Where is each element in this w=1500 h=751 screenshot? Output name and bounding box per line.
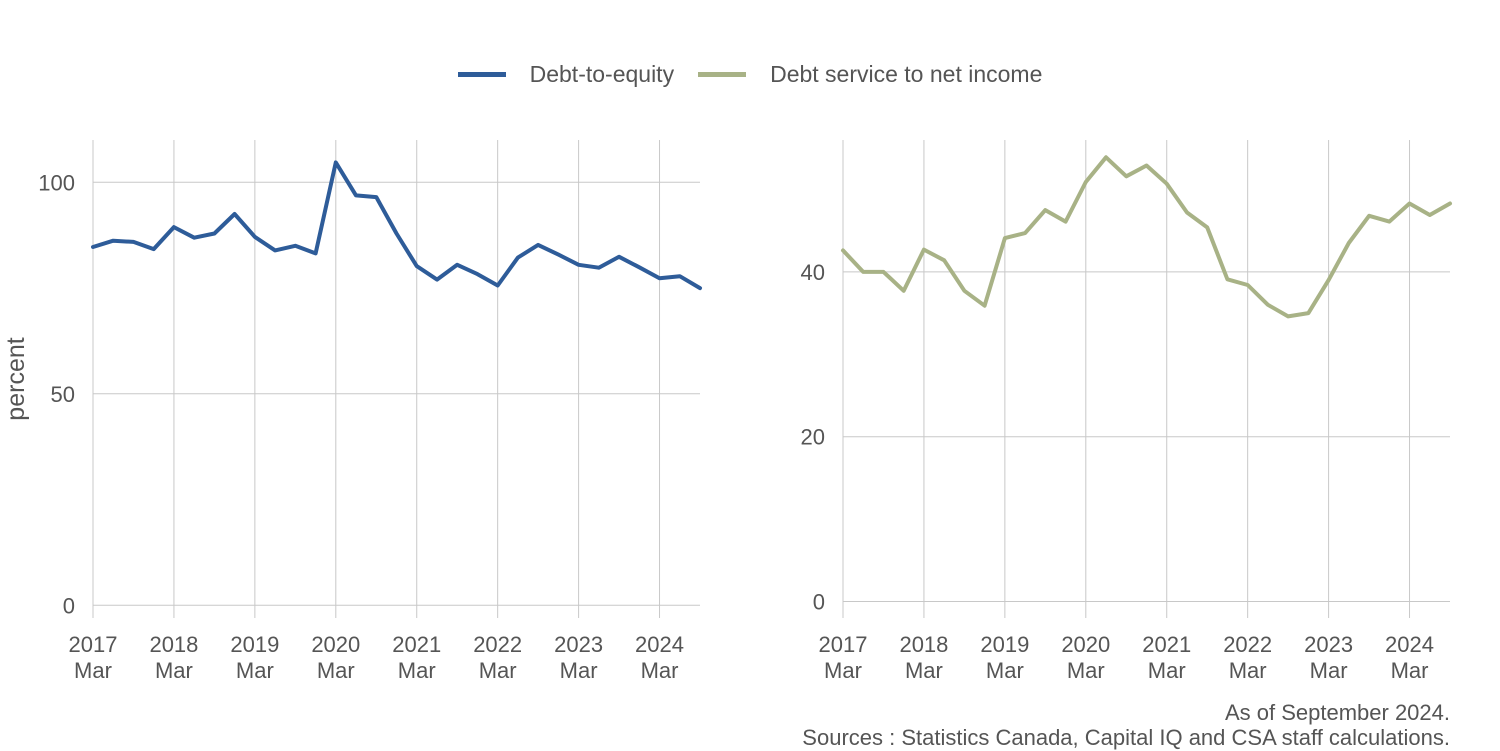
x-tick-label-month: Mar xyxy=(986,658,1024,683)
footnote-sources: Sources : Statistics Canada, Capital IQ … xyxy=(802,725,1450,750)
x-tick-label-year: 2024 xyxy=(1385,632,1434,657)
y-tick-label: 100 xyxy=(38,170,75,195)
legend-swatch-debt-to-equity xyxy=(457,71,506,77)
x-tick-label-month: Mar xyxy=(479,658,517,683)
x-tick-label-month: Mar xyxy=(1067,658,1105,683)
legend-label-debt-to-equity: Debt-to-equity xyxy=(529,60,675,87)
x-tick-label-year: 2024 xyxy=(635,632,684,657)
x-tick-label-month: Mar xyxy=(560,658,598,683)
y-tick-label: 50 xyxy=(51,382,75,407)
legend-swatch-debt-service xyxy=(698,71,747,77)
x-tick-label-year: 2018 xyxy=(899,632,948,657)
x-tick-label-month: Mar xyxy=(317,658,355,683)
x-tick-label-year: 2023 xyxy=(554,632,603,657)
y-tick-label: 40 xyxy=(801,260,825,285)
x-tick-label-year: 2020 xyxy=(1061,632,1110,657)
legend-item-debt-service: Debt service to net income xyxy=(698,61,1042,88)
x-tick-label-month: Mar xyxy=(905,658,943,683)
x-tick-label-month: Mar xyxy=(155,658,193,683)
x-tick-label-year: 2019 xyxy=(980,632,1029,657)
x-tick-label-month: Mar xyxy=(74,658,112,683)
x-tick-label-year: 2017 xyxy=(819,632,868,657)
x-tick-label-year: 2018 xyxy=(149,632,198,657)
x-tick-label-month: Mar xyxy=(1229,658,1267,683)
series-line-debt-to-equity xyxy=(91,160,702,291)
left-panel: 2017Mar2018Mar2019Mar2020Mar2021Mar2022M… xyxy=(2,140,702,683)
right-panel: 2017Mar2018Mar2019Mar2020Mar2021Mar2022M… xyxy=(801,140,1452,683)
legend-label-debt-service: Debt service to net income xyxy=(770,60,1043,87)
x-tick-label-month: Mar xyxy=(824,658,862,683)
x-tick-label-year: 2022 xyxy=(1223,632,1272,657)
x-tick-label-month: Mar xyxy=(398,658,436,683)
legend-item-debt-to-equity: Debt-to-equity xyxy=(457,60,675,88)
x-tick-label-month: Mar xyxy=(236,658,274,683)
x-tick-label-year: 2021 xyxy=(392,632,441,657)
y-tick-label: 0 xyxy=(813,590,825,615)
x-tick-label-year: 2023 xyxy=(1304,632,1353,657)
x-tick-label-month: Mar xyxy=(641,658,679,683)
series-line-debt-service-to-net-income xyxy=(841,155,1452,319)
chart-area: 2017Mar2018Mar2019Mar2020Mar2021Mar2022M… xyxy=(2,140,1452,683)
x-tick-label-year: 2021 xyxy=(1142,632,1191,657)
legend: Debt-to-equity Debt service to net incom… xyxy=(0,58,1500,90)
x-tick-label-month: Mar xyxy=(1310,658,1348,683)
y-tick-label: 0 xyxy=(63,593,75,618)
x-tick-label-year: 2019 xyxy=(230,632,279,657)
x-tick-label-year: 2022 xyxy=(473,632,522,657)
footnote-as-of: As of September 2024. xyxy=(1224,700,1450,725)
x-tick-label-year: 2017 xyxy=(69,632,118,657)
y-tick-label: 20 xyxy=(801,425,825,450)
y-axis-title: percent xyxy=(2,337,30,420)
x-tick-label-month: Mar xyxy=(1391,658,1429,683)
x-tick-label-year: 2020 xyxy=(311,632,360,657)
x-tick-label-month: Mar xyxy=(1148,658,1186,683)
